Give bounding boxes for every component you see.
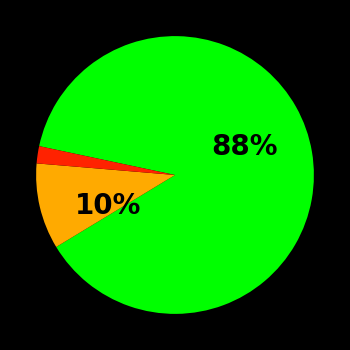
Wedge shape xyxy=(39,36,314,314)
Wedge shape xyxy=(36,163,175,247)
Text: 88%: 88% xyxy=(211,133,278,161)
Wedge shape xyxy=(37,146,175,175)
Text: 10%: 10% xyxy=(75,191,141,219)
